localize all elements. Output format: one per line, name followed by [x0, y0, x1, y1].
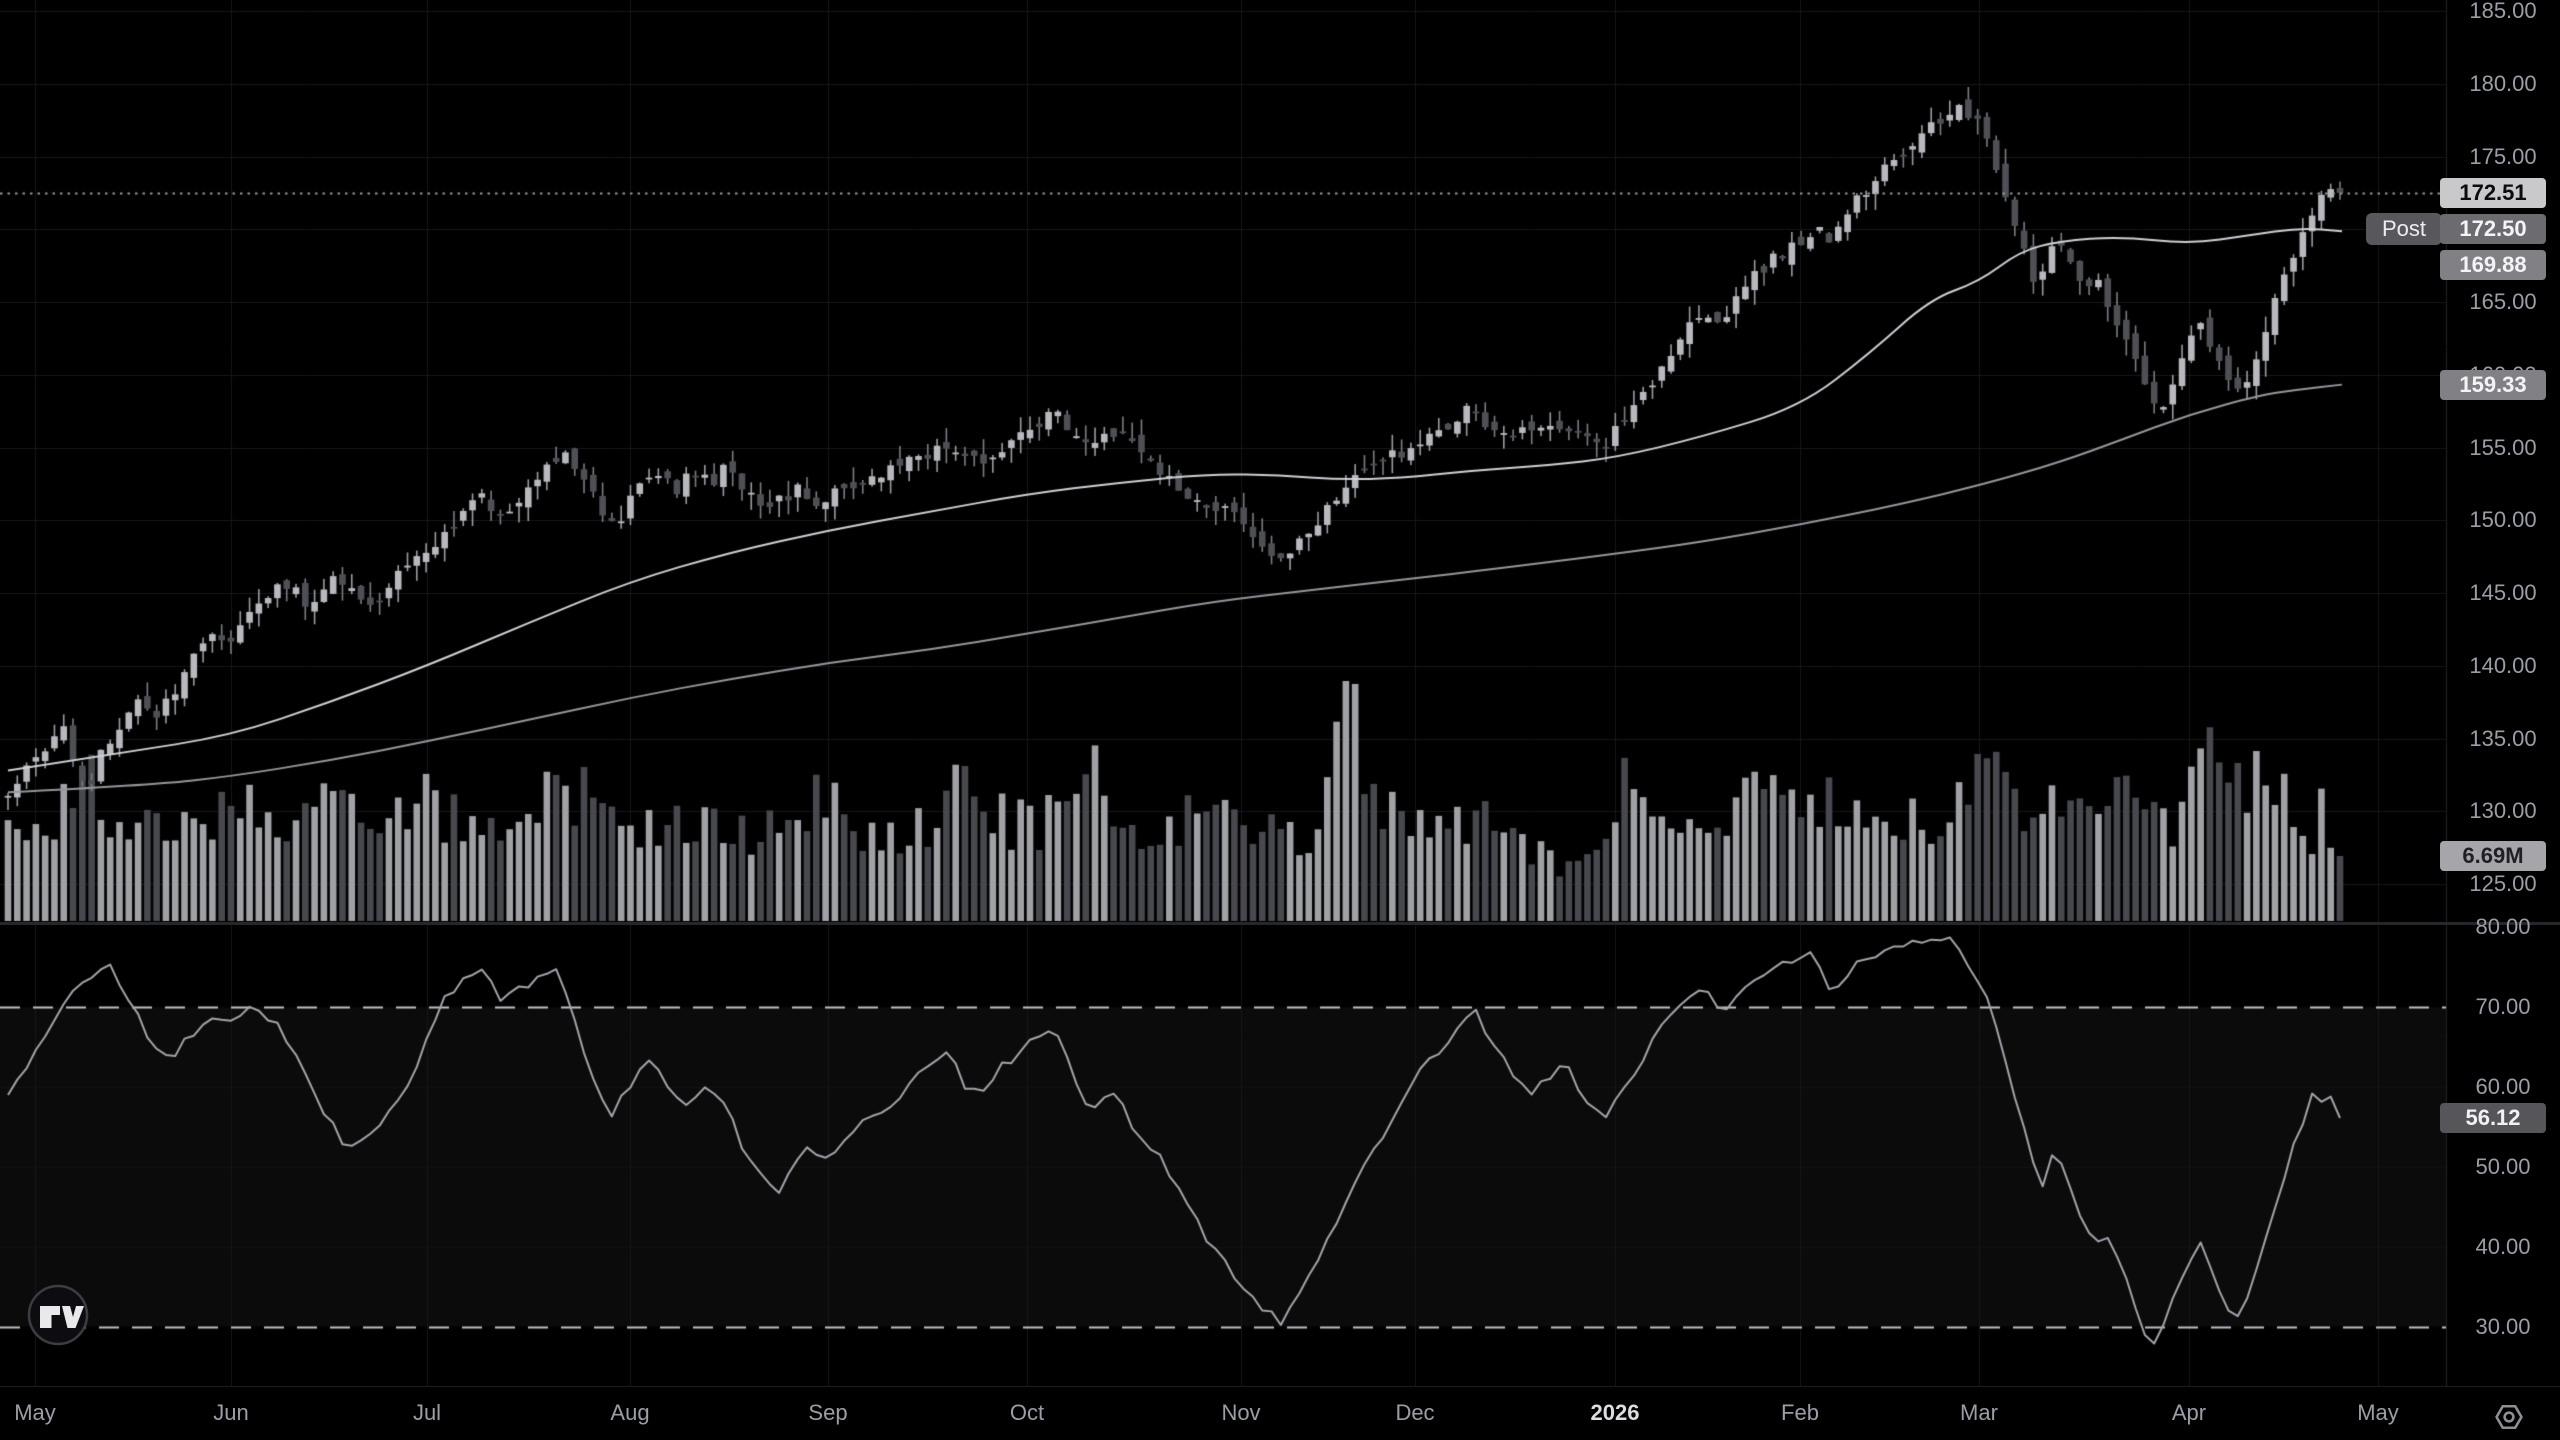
ma-slow-value-badge: 159.33	[2440, 369, 2546, 400]
price-tick-label: 140.00	[2469, 652, 2537, 678]
price-tick-label: 125.00	[2469, 871, 2537, 896]
time-month-label: Apr	[2171, 1400, 2207, 1425]
post-session-chip: Post	[2366, 212, 2442, 245]
time-month-label: Dec	[1395, 1400, 1435, 1425]
time-scale[interactable]: May Jun Jul Aug Sep Oct Nov Dec 2026 Feb Mar Apr May	[0, 1386, 2560, 1440]
price-tick-label: 130.00	[2469, 798, 2537, 824]
time-month-label: Jul	[412, 1400, 442, 1425]
price-scale[interactable]: 185.00180.00175.00165.00160.00155.00150.…	[2446, 0, 2560, 923]
price-tick-label: 165.00	[2469, 289, 2537, 315]
time-month-label: May	[2357, 1400, 2399, 1425]
price-tick-label: 180.00	[2469, 70, 2537, 96]
rsi-tick-label: 40.00	[2475, 1233, 2531, 1259]
tradingview-logo-icon	[27, 1284, 89, 1346]
volume-value-badge: 6.69M	[2440, 841, 2546, 871]
time-month-label: Aug	[610, 1400, 650, 1425]
price-tick-label: 150.00	[2469, 507, 2537, 533]
price-tick-label: 145.00	[2469, 580, 2537, 606]
time-month-label: Nov	[1221, 1400, 1261, 1425]
time-year-label: 2026	[1590, 1400, 1640, 1425]
ma-fast-value-badge: 169.88	[2440, 249, 2546, 280]
time-month-label: Sep	[808, 1400, 848, 1425]
settings-gear-button[interactable]	[2490, 1398, 2528, 1436]
time-month-label: May	[14, 1400, 56, 1425]
post-price-badge: 172.50	[2440, 213, 2546, 244]
rsi-scale[interactable]: 80.00 70.00 60.00 50.00 40.00 30.00	[2446, 916, 2560, 1386]
rsi-tick-label: 80.00	[2475, 914, 2531, 940]
rsi-tick-label: 70.00	[2475, 994, 2531, 1020]
last-price-badge: 172.51	[2440, 177, 2546, 208]
rsi-tick-label: 30.00	[2475, 1313, 2531, 1339]
rsi-tick-label: 50.00	[2475, 1153, 2531, 1179]
price-tick-label: 155.00	[2469, 434, 2537, 460]
time-month-label: Mar	[1960, 1400, 1998, 1425]
time-month-label: Feb	[1781, 1400, 1819, 1425]
pane-divider[interactable]	[0, 922, 2560, 925]
time-month-label: Oct	[1009, 1400, 1045, 1425]
rsi-tick-label: 60.00	[2475, 1074, 2531, 1100]
time-month-label: Jun	[213, 1400, 249, 1425]
tradingview-logo-button[interactable]	[27, 1284, 89, 1346]
gear-icon	[2495, 1404, 2523, 1430]
price-tick-label: 175.00	[2469, 143, 2537, 169]
price-tick-label: 135.00	[2469, 725, 2537, 751]
price-tick-label: 185.00	[2469, 0, 2537, 24]
rsi-value-badge: 56.12	[2440, 1103, 2546, 1134]
